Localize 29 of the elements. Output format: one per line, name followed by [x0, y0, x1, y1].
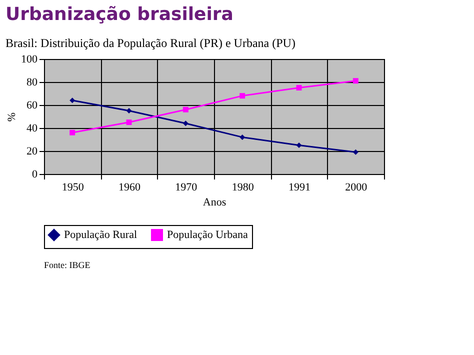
x-tick-label: 1980 [232, 182, 254, 194]
point [240, 93, 246, 99]
chart-subtitle: Brasil: Distribuição da População Rural (PR) e Urbana (PU) [6, 36, 296, 50]
x-tick-label: 1960 [118, 182, 141, 194]
x-tick-label: 1991 [288, 182, 310, 194]
y-tick-label: 40 [26, 122, 38, 134]
y-tick-label: 20 [26, 146, 38, 158]
point [182, 120, 188, 126]
point [352, 78, 358, 84]
legend-label: População Rural [64, 229, 138, 241]
y-tick-label: 80 [26, 76, 38, 88]
point [240, 134, 246, 140]
point [296, 85, 302, 90]
y-axis-title: % [6, 112, 18, 122]
point [70, 98, 76, 104]
y-tick-label: 100 [21, 54, 38, 66]
x-tick-label: 1970 [175, 182, 198, 194]
x-tick-label: 1950 [62, 182, 84, 194]
chart-title: Urbanização brasileira [6, 4, 234, 25]
legend-label: População Urbana [167, 229, 248, 241]
point [126, 120, 132, 125]
y-tick-label: 60 [26, 100, 38, 112]
point [182, 106, 188, 112]
point [70, 130, 76, 136]
x-tick-label: 2000 [345, 182, 368, 194]
y-tick-label: 0 [32, 168, 38, 180]
x-axis-title: Anos [202, 196, 226, 208]
source-note: Fonte: IBGE [44, 260, 91, 270]
point [352, 149, 358, 155]
